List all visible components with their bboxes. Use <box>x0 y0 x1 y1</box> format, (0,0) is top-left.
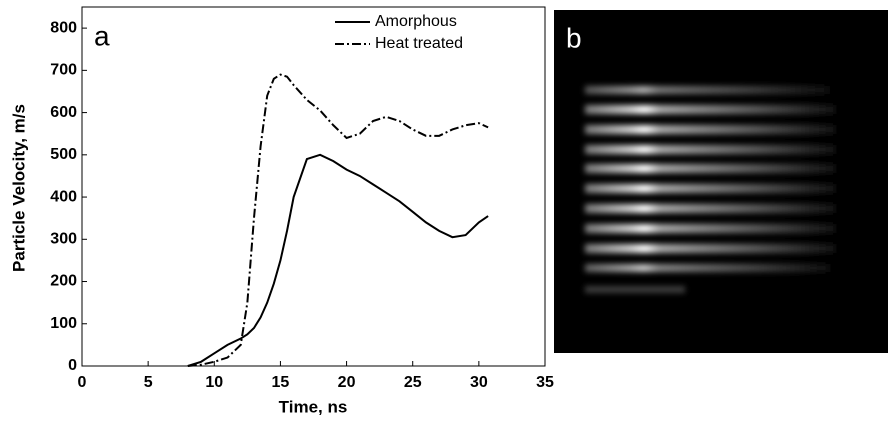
image-background <box>554 10 888 353</box>
y-tick-label: 100 <box>50 315 77 332</box>
x-tick-label: 10 <box>205 374 223 391</box>
x-tick-label: 30 <box>470 374 488 391</box>
plot-frame <box>81 6 546 367</box>
series-line <box>187 73 489 367</box>
y-tick-label: 200 <box>50 273 77 290</box>
y-tick-label: 800 <box>50 19 77 36</box>
y-tick-label: 400 <box>50 188 77 205</box>
y-tick-label: 700 <box>50 62 77 79</box>
legend-label: Heat treated <box>375 35 463 52</box>
y-axis-label: Particle Velocity, m/s <box>9 104 28 272</box>
y-tick-label: 0 <box>68 357 77 374</box>
y-tick-label: 500 <box>50 146 77 163</box>
x-tick-label: 5 <box>144 374 153 391</box>
x-tick-label: 0 <box>78 374 87 391</box>
panel-label: a <box>94 20 110 51</box>
series-line <box>187 153 489 367</box>
x-tick-label: 25 <box>404 374 422 391</box>
panel-label: b <box>566 22 582 53</box>
image-panel <box>554 10 888 353</box>
x-tick-label: 35 <box>536 374 554 391</box>
y-tick-label: 600 <box>50 104 77 121</box>
x-tick-label: 15 <box>272 374 290 391</box>
legend-label: Amorphous <box>375 13 457 30</box>
y-tick-label: 300 <box>50 231 77 248</box>
x-axis-label: Time, ns <box>279 397 348 416</box>
x-tick-label: 20 <box>338 374 356 391</box>
image-stripes <box>585 86 835 293</box>
